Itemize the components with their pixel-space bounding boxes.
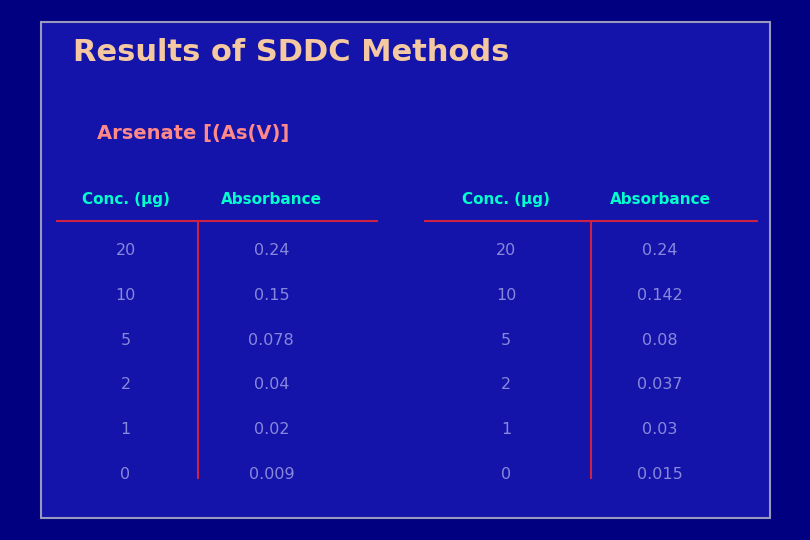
Text: 0.08: 0.08 bbox=[642, 333, 678, 348]
Text: 5: 5 bbox=[501, 333, 511, 348]
Text: 0.078: 0.078 bbox=[249, 333, 294, 348]
Text: 0: 0 bbox=[121, 467, 130, 482]
Text: 2: 2 bbox=[121, 377, 130, 393]
Text: 0.15: 0.15 bbox=[254, 288, 289, 303]
Text: 1: 1 bbox=[121, 422, 130, 437]
Text: 1: 1 bbox=[501, 422, 511, 437]
Text: 0.03: 0.03 bbox=[642, 422, 678, 437]
Text: 0.142: 0.142 bbox=[637, 288, 683, 303]
Text: 20: 20 bbox=[115, 243, 136, 258]
Text: 10: 10 bbox=[115, 288, 136, 303]
Text: 0.02: 0.02 bbox=[254, 422, 289, 437]
Text: 5: 5 bbox=[121, 333, 130, 348]
Text: Conc. (μg): Conc. (μg) bbox=[82, 192, 169, 207]
Text: 0.009: 0.009 bbox=[249, 467, 294, 482]
Text: Results of SDDC Methods: Results of SDDC Methods bbox=[73, 38, 509, 67]
Text: 0.24: 0.24 bbox=[642, 243, 678, 258]
Text: 0.037: 0.037 bbox=[637, 377, 683, 393]
Text: 0.04: 0.04 bbox=[254, 377, 289, 393]
FancyBboxPatch shape bbox=[40, 22, 769, 518]
Text: 0: 0 bbox=[501, 467, 511, 482]
Text: Arsenate [(As(V)]: Arsenate [(As(V)] bbox=[97, 124, 289, 143]
Text: Absorbance: Absorbance bbox=[610, 192, 710, 207]
Text: 0.015: 0.015 bbox=[637, 467, 683, 482]
Text: 10: 10 bbox=[496, 288, 517, 303]
Text: 2: 2 bbox=[501, 377, 511, 393]
Text: 0.24: 0.24 bbox=[254, 243, 289, 258]
Text: Absorbance: Absorbance bbox=[221, 192, 322, 207]
Text: 20: 20 bbox=[496, 243, 517, 258]
Text: Conc. (μg): Conc. (μg) bbox=[463, 192, 550, 207]
